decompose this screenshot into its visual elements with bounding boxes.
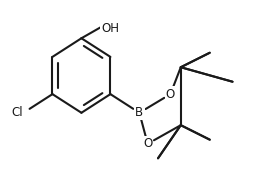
Text: OH: OH — [101, 22, 119, 35]
Text: O: O — [143, 137, 152, 150]
Text: Cl: Cl — [12, 106, 24, 119]
Text: B: B — [135, 106, 143, 119]
Text: O: O — [166, 88, 175, 101]
